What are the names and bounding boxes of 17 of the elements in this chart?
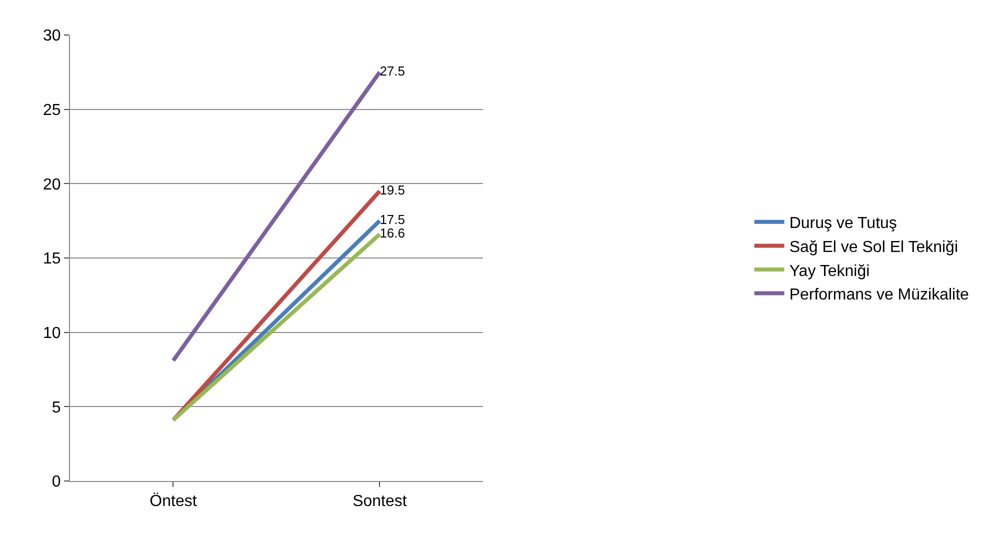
y-tick-label: 30	[43, 28, 61, 45]
y-tick-label: 10	[43, 324, 61, 342]
data-label: 16.6	[380, 225, 406, 240]
legend-label: Duruş ve Tutuş	[789, 215, 897, 232]
legend-label: Yay Tekniği	[789, 262, 870, 280]
data-label: 27.5	[380, 63, 406, 78]
y-tick-label: 15	[43, 250, 61, 268]
y-tick-label: 0	[52, 474, 61, 491]
y-tick-label: 25	[43, 102, 61, 119]
legend-label: Performans ve Müzikalite	[789, 286, 970, 304]
y-tick-label: 5	[52, 399, 61, 416]
y-tick-label: 20	[43, 176, 61, 194]
data-label: 19.5	[380, 182, 406, 198]
data-label: 17.5	[380, 212, 406, 228]
legend-label: Sağ El ve Sol El Tekniği	[789, 238, 958, 256]
x-tick-label: Öntest	[150, 492, 198, 510]
x-tick-label: Sontest	[352, 493, 408, 510]
